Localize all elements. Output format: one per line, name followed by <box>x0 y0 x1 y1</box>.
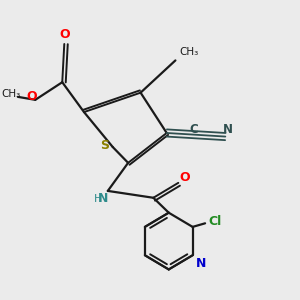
Text: S: S <box>100 139 109 152</box>
Text: O: O <box>26 90 37 103</box>
Text: N: N <box>98 192 109 205</box>
Text: O: O <box>180 171 190 184</box>
Text: N: N <box>196 257 206 270</box>
Text: CH₃: CH₃ <box>180 46 199 56</box>
Text: Cl: Cl <box>208 215 221 228</box>
Text: C: C <box>189 124 198 136</box>
Text: CH₃: CH₃ <box>1 89 20 100</box>
Text: N: N <box>223 124 233 136</box>
Text: H: H <box>94 194 102 204</box>
Text: O: O <box>60 28 70 41</box>
